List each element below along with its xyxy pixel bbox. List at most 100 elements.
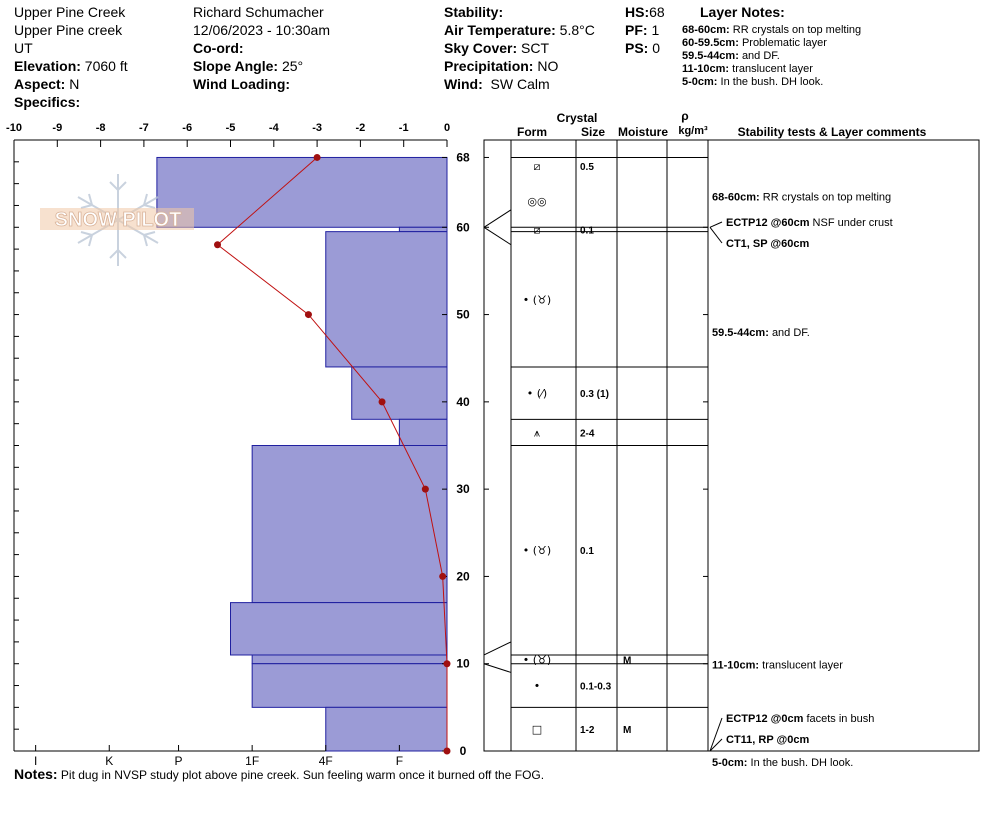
top-tick-label: -9 bbox=[52, 122, 62, 134]
precip-value: NO bbox=[537, 58, 559, 74]
crystal-size: 2-4 bbox=[580, 428, 595, 439]
hardness-tick-label: 1F bbox=[245, 754, 259, 768]
crystal-form-symbol: ⩚ bbox=[534, 426, 540, 439]
layer-note: 5-0cm: In the bush. DH look. bbox=[682, 76, 823, 89]
layer-note-text: and DF. bbox=[741, 50, 780, 62]
sky-cover: Sky Cover: SCT bbox=[444, 39, 549, 57]
temperature-point bbox=[439, 572, 447, 580]
air-temp-label: Air Temperature: bbox=[444, 22, 556, 38]
coord-label: Co-ord: bbox=[193, 40, 244, 56]
state: UT bbox=[14, 40, 33, 56]
column-header-density-unit: kg/m³ bbox=[678, 125, 708, 137]
layer-comment-text: RR crystals on top melting bbox=[763, 192, 891, 204]
layer-note-range: 60-59.5cm: bbox=[682, 37, 739, 49]
pf-label: PF: bbox=[625, 22, 648, 38]
stability: Stability: bbox=[444, 3, 503, 21]
stability-test-comment: facets in bush bbox=[806, 713, 874, 725]
notes: Notes: Pit dug in NVSP study plot above … bbox=[14, 766, 544, 782]
layer-connector bbox=[483, 663, 512, 673]
ps: PS: 0 bbox=[625, 39, 660, 57]
stability-test: CT1, SP @60cm bbox=[726, 238, 810, 250]
layer-note-text: In the bush. DH look. bbox=[720, 76, 824, 88]
layer-comment: 59.5-44cm: and DF. bbox=[712, 327, 810, 339]
test-leader-line bbox=[709, 221, 723, 228]
layer-comment-range: 59.5-44cm: bbox=[712, 327, 772, 339]
top-tick-label: 0 bbox=[444, 122, 450, 134]
temperature-point bbox=[214, 241, 222, 249]
crystal-form-symbol: • (♉) bbox=[523, 293, 551, 306]
crystal-form-symbol: ⧄ bbox=[534, 223, 541, 236]
pf-value: 1 bbox=[651, 22, 660, 38]
hardness-layer-bar bbox=[251, 663, 448, 708]
slope-label: Slope Angle: bbox=[193, 58, 279, 74]
aspect-value: N bbox=[69, 76, 80, 92]
air-temperature: Air Temperature: 5.8°C bbox=[444, 21, 595, 39]
hardness-layer-bar bbox=[230, 602, 448, 656]
air-temp-value: 5.8°C bbox=[559, 22, 595, 38]
crystal-form-symbol: ⧄ bbox=[534, 160, 541, 173]
layer-notes-title: Layer Notes: bbox=[700, 3, 785, 21]
layer-comment: 11-10cm: translucent layer bbox=[712, 660, 843, 672]
top-tick-label: -1 bbox=[399, 122, 409, 134]
hardness-tick-label: 4F bbox=[319, 754, 333, 768]
depth-tick-label: 40 bbox=[456, 395, 470, 409]
test-leader-line bbox=[709, 226, 723, 244]
depth-tick-label: 20 bbox=[456, 569, 470, 583]
moisture-value: M bbox=[623, 655, 631, 666]
sky-label: Sky Cover: bbox=[444, 40, 518, 56]
column-header-comments: Stability tests & Layer comments bbox=[738, 125, 927, 139]
top-tick-label: -8 bbox=[96, 122, 106, 134]
hardness-layer-bar bbox=[325, 231, 448, 368]
layer-note-range: 5-0cm: bbox=[682, 76, 718, 88]
layer-note-text: Problematic layer bbox=[741, 37, 827, 49]
hardness-tick-label: P bbox=[175, 754, 183, 768]
wind: Wind: SW Calm bbox=[444, 75, 550, 93]
crystal-size: 0.1 bbox=[580, 225, 594, 236]
aspect: Aspect: N bbox=[14, 75, 79, 93]
observer: Richard Schumacher bbox=[193, 4, 324, 20]
temperature-point bbox=[443, 747, 451, 755]
elevation: Elevation: 7060 ft bbox=[14, 57, 128, 75]
hardness-tick-label: I bbox=[34, 754, 37, 768]
depth-tick-label: 68 bbox=[456, 150, 470, 164]
ps-label: PS: bbox=[625, 40, 649, 56]
hs: HS:68 bbox=[625, 3, 665, 21]
stability-label: Stability: bbox=[444, 4, 504, 20]
ps-value: 0 bbox=[652, 40, 661, 56]
temperature-point bbox=[313, 153, 321, 161]
crystal-size: 1-2 bbox=[580, 725, 595, 736]
moisture-value: M bbox=[623, 725, 631, 736]
wind-label: Wind: bbox=[444, 76, 483, 92]
hardness-layer-bar bbox=[351, 366, 448, 420]
layer-comment-range: 68-60cm: bbox=[712, 192, 763, 204]
layer-note: 59.5-44cm: and DF. bbox=[682, 50, 780, 63]
test-leader-line bbox=[709, 717, 723, 752]
logo-text: SNOW PILOT bbox=[55, 209, 182, 231]
specifics: Specifics: bbox=[14, 93, 80, 111]
layer-note-range: 68-60cm: bbox=[682, 24, 730, 36]
crystal-size: 0.1-0.3 bbox=[580, 682, 612, 693]
stability-test-code: ECTP12 @60cm bbox=[726, 217, 813, 229]
depth-tick-label: 10 bbox=[456, 657, 470, 671]
hardness-tick-label: K bbox=[105, 754, 113, 768]
precip-label: Precipitation: bbox=[444, 58, 534, 74]
strat-table-frame bbox=[483, 139, 980, 752]
layer-note-range: 59.5-44cm: bbox=[682, 50, 739, 62]
layer-connector bbox=[483, 641, 512, 656]
layer-note-text: translucent layer bbox=[732, 63, 813, 75]
temperature-line bbox=[216, 157, 448, 751]
crystal-form-symbol: • bbox=[534, 680, 541, 693]
top-tick-label: -6 bbox=[182, 122, 192, 134]
bottom-comment-range: 5-0cm: bbox=[712, 757, 751, 769]
top-tick-label: -3 bbox=[312, 122, 322, 134]
hardness-tick-label: F bbox=[396, 754, 403, 768]
slope-angle: Slope Angle: 25° bbox=[193, 57, 303, 75]
layer-connector bbox=[483, 226, 512, 246]
wind-value: SW Calm bbox=[490, 76, 550, 92]
top-tick-label: -2 bbox=[356, 122, 366, 134]
layer-connector bbox=[483, 209, 512, 228]
column-header-density-symbol: ρ bbox=[681, 109, 688, 123]
layer-note: 68-60cm: RR crystals on top melting bbox=[682, 24, 861, 37]
notes-label: Notes: bbox=[14, 766, 58, 782]
